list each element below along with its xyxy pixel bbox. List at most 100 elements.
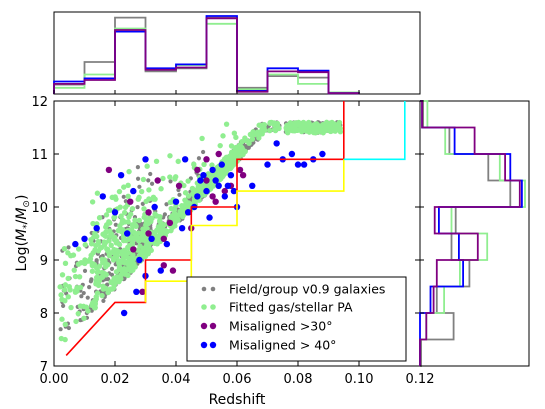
field-galaxy-point <box>109 266 115 271</box>
fitted-pa-point <box>294 127 300 134</box>
fitted-pa-point <box>72 273 79 280</box>
fitted-pa-point <box>299 128 305 135</box>
fitted-pa-point <box>337 125 343 132</box>
mass-limit-line <box>343 101 406 161</box>
fitted-pa-point <box>72 288 79 294</box>
fitted-pa-point <box>154 234 160 240</box>
fitted-pa-point <box>138 251 144 257</box>
misaligned-40-point <box>227 172 235 179</box>
fitted-pa-point <box>105 289 111 296</box>
fitted-pa-point <box>228 143 235 149</box>
fitted-pa-point <box>131 221 137 228</box>
fitted-pa-point <box>221 171 227 177</box>
redshift-histogram-series <box>53 17 360 95</box>
fitted-pa-point <box>158 186 164 192</box>
misaligned-30-point <box>209 193 216 200</box>
field-galaxy-point <box>106 276 111 282</box>
fitted-pa-point <box>231 158 238 165</box>
misaligned-40-point <box>319 150 326 158</box>
fitted-pa-point <box>70 252 77 258</box>
misaligned-40-point <box>81 235 88 242</box>
fitted-pa-point <box>161 222 167 228</box>
fitted-pa-point <box>157 213 163 220</box>
misaligned-40-point <box>142 156 149 163</box>
fitted-pa-point <box>233 134 239 141</box>
fitted-pa-point <box>98 244 105 251</box>
fitted-pa-scatter <box>57 119 344 343</box>
field-galaxy-point <box>113 222 118 227</box>
fitted-pa-point <box>199 135 205 142</box>
fitted-pa-point <box>231 150 238 156</box>
legend: Field/group v0.9 galaxies Fitted gas/ste… <box>186 276 407 362</box>
fitted-pa-point <box>125 193 131 199</box>
fitted-pa-point <box>179 203 185 209</box>
misaligned-40-point <box>294 161 302 168</box>
misaligned-40-point <box>120 309 128 317</box>
misaligned-40-point <box>163 240 171 248</box>
misaligned-40-point <box>212 177 219 184</box>
fitted-pa-point <box>61 246 68 252</box>
field-galaxy-point <box>149 181 155 186</box>
fitted-pa-point <box>150 194 157 200</box>
x-tick-label: 0.04 <box>162 372 191 387</box>
misaligned-40-point <box>300 161 308 168</box>
misaligned-40-point <box>157 267 164 274</box>
fitted-pa-point <box>107 233 114 239</box>
field-galaxy-point <box>121 194 126 199</box>
misaligned-40-point <box>99 193 107 200</box>
fitted-pa-point <box>78 260 84 266</box>
fitted-pa-point <box>183 198 189 205</box>
mass-histogram-series <box>419 100 523 366</box>
legend-marker-mis30 <box>209 322 217 330</box>
fitted-pa-point <box>94 269 101 276</box>
fitted-pa-point <box>306 123 313 130</box>
fitted-pa-point <box>62 260 69 267</box>
fitted-pa-point <box>143 222 149 228</box>
fitted-pa-point <box>89 301 95 307</box>
misaligned-30-point <box>130 246 137 253</box>
fitted-pa-point <box>201 161 207 168</box>
misaligned-30-point <box>160 235 167 242</box>
fitted-pa-point <box>94 190 101 196</box>
legend-marker-field <box>201 286 207 292</box>
fitted-pa-point <box>140 247 147 253</box>
fitted-pa-point <box>111 282 117 289</box>
fitted-pa-point <box>146 187 152 193</box>
fitted-pa-point <box>100 283 106 289</box>
fitted-pa-point <box>167 153 173 159</box>
fitted-pa-point <box>216 172 223 178</box>
field-galaxy-point <box>177 192 182 197</box>
misaligned-40-point <box>264 161 271 168</box>
field-galaxy-point <box>146 178 151 183</box>
fitted-pa-point <box>130 264 137 271</box>
fitted-pa-point <box>126 236 132 242</box>
fitted-pa-point <box>260 122 267 129</box>
misaligned-30-point <box>127 198 134 205</box>
fitted-pa-point <box>153 158 160 164</box>
fitted-pa-point <box>160 175 166 182</box>
fitted-pa-point <box>171 210 178 216</box>
x-tick-label: 0.00 <box>40 372 69 387</box>
fitted-pa-point <box>152 211 158 217</box>
fitted-pa-point <box>126 168 132 175</box>
fitted-pa-point <box>107 207 113 213</box>
field-galaxy-point <box>137 184 142 189</box>
x-axis-label: Redshift <box>209 392 266 408</box>
fitted-pa-point <box>271 126 278 133</box>
fitted-pa-point <box>259 131 265 137</box>
fitted-pa-point <box>173 218 179 225</box>
misaligned-30-point <box>175 182 183 189</box>
fitted-pa-point <box>232 144 239 151</box>
legend-label-field: Field/group v0.9 galaxies <box>229 282 385 297</box>
fitted-pa-point <box>141 206 147 212</box>
fitted-pa-point <box>92 247 98 253</box>
misaligned-40-point <box>148 235 155 242</box>
fitted-pa-point <box>62 321 68 328</box>
misaligned-30-point <box>203 156 210 163</box>
fitted-pa-point <box>284 126 290 132</box>
misaligned-30-point <box>215 150 222 158</box>
fitted-pa-point <box>219 166 226 172</box>
fitted-pa-point <box>68 304 74 311</box>
misaligned-30-point <box>169 267 177 274</box>
field-galaxy-point <box>196 156 202 161</box>
